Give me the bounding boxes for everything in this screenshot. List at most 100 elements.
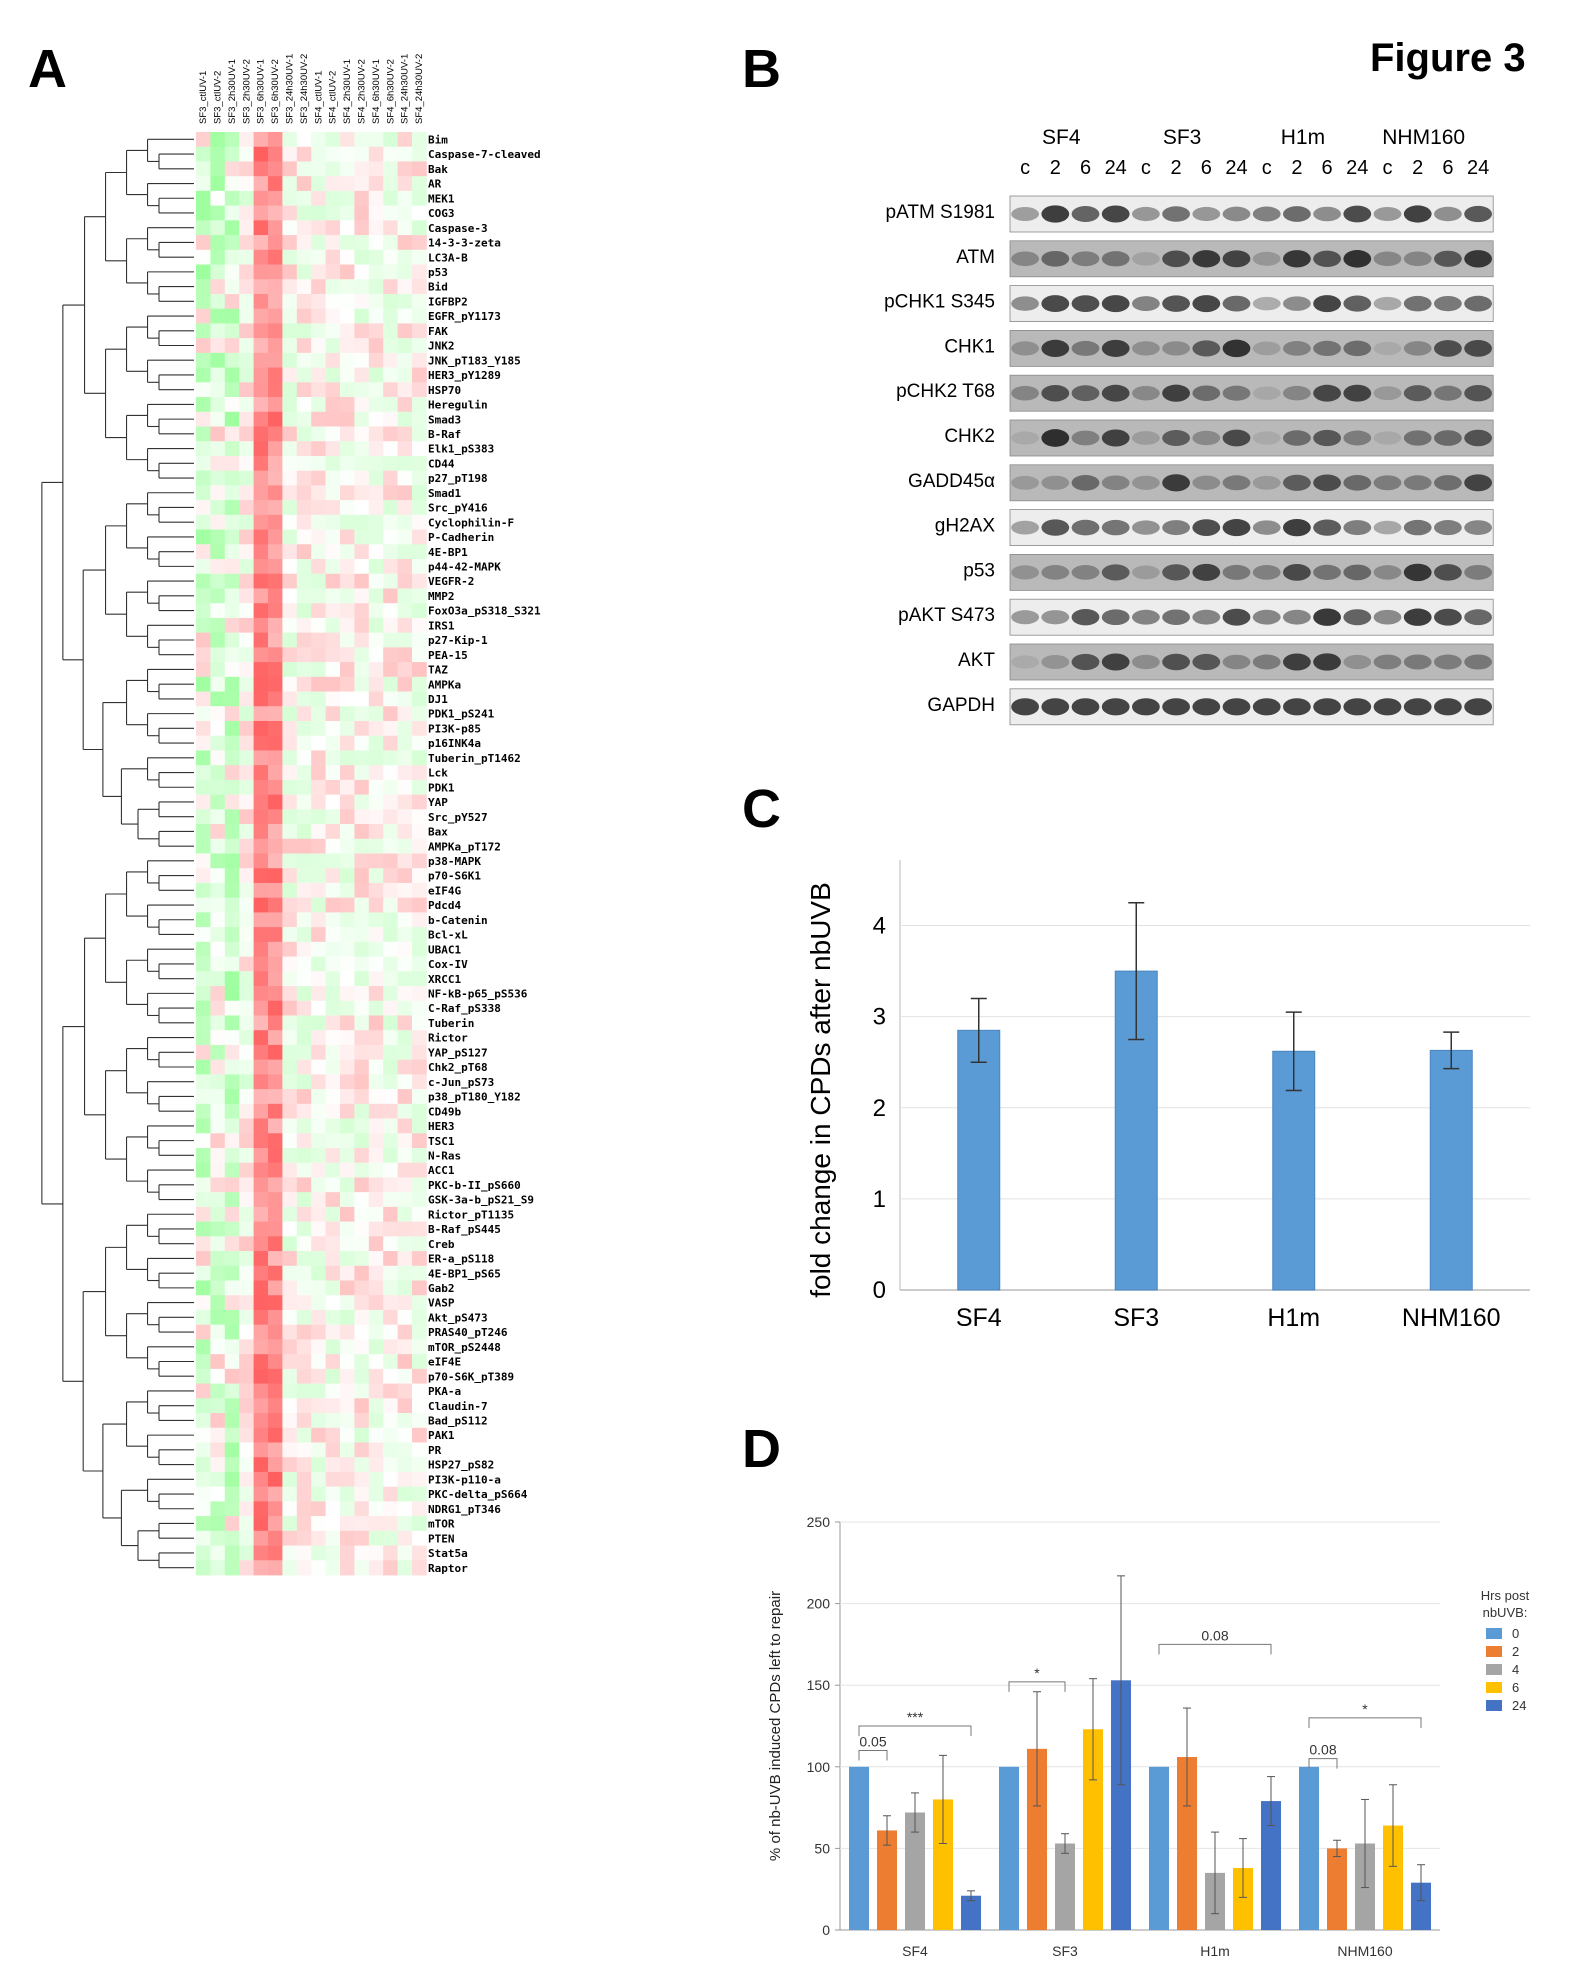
heatmap-cell — [412, 882, 427, 899]
heatmap-cell — [397, 779, 413, 796]
heatmap-cell — [210, 1074, 226, 1090]
heatmap-cell — [268, 1383, 283, 1399]
heatmap-cell — [325, 941, 341, 957]
heatmap-cell — [268, 838, 283, 854]
heatmap-cell — [253, 1280, 269, 1296]
heatmap-column-label: SF4_24h30UV-2 — [414, 54, 425, 124]
heatmap-cell — [383, 1059, 398, 1075]
heatmap-cell — [239, 720, 254, 737]
heatmap-cell — [224, 559, 240, 575]
heatmap-cell — [340, 1501, 355, 1517]
heatmap-cell — [253, 676, 269, 692]
heatmap-cell — [383, 397, 398, 413]
heatmap-cell — [325, 220, 341, 236]
blot-band — [1011, 655, 1039, 669]
blot-band — [1403, 519, 1432, 536]
heatmap-cell — [412, 1324, 427, 1340]
blot-band — [1011, 385, 1039, 401]
heatmap-cell — [311, 264, 326, 280]
blot-row-label: ATM — [956, 247, 995, 268]
heatmap-cell — [196, 500, 211, 516]
heatmap-cell — [282, 720, 298, 737]
heatmap-row-label: VASP — [428, 1297, 455, 1310]
heatmap-cell — [354, 279, 370, 295]
heatmap-cell — [354, 824, 370, 840]
heatmap-cell — [224, 1147, 240, 1164]
heatmap-cell — [368, 176, 384, 192]
heatmap-cell — [196, 514, 211, 530]
heatmap-cell — [210, 779, 226, 796]
heatmap-cell — [311, 706, 326, 722]
heatmap-cell — [354, 1162, 370, 1178]
heatmap-cell — [296, 382, 312, 398]
heatmap-cell — [210, 1516, 226, 1532]
heatmap-row-label: Akt_pS473 — [428, 1311, 488, 1324]
heatmap-cell — [282, 367, 298, 383]
bar — [961, 1895, 981, 1930]
heatmap-cell — [412, 1059, 427, 1075]
heatmap-cell — [412, 1368, 427, 1384]
heatmap-cell — [397, 1398, 413, 1414]
blot-band — [1101, 653, 1130, 671]
blot-band — [1041, 519, 1070, 536]
heatmap-cell — [296, 235, 312, 251]
heatmap-cell — [210, 1560, 226, 1576]
heatmap-row-label: Tuberin_pT1462 — [428, 752, 521, 765]
heatmap-cell — [354, 1457, 370, 1473]
heatmap-row-label: Rictor_pT1135 — [428, 1208, 514, 1221]
heatmap-cell — [383, 720, 398, 737]
heatmap-cell — [210, 176, 226, 192]
heatmap-cell — [296, 397, 312, 413]
heatmap-cell — [340, 868, 355, 884]
heatmap-cell — [239, 809, 254, 825]
heatmap-cell — [210, 411, 226, 427]
blot-band — [1403, 251, 1432, 267]
heatmap-cell — [196, 161, 211, 177]
heatmap-cell — [210, 676, 226, 692]
heatmap-cell — [412, 1074, 427, 1090]
heatmap-cell — [383, 426, 398, 442]
heatmap-column-label: SF3_24h30UV-1 — [284, 54, 295, 124]
heatmap-cell — [311, 647, 326, 663]
heatmap-cell — [210, 588, 226, 604]
heatmap-cell — [383, 853, 398, 869]
heatmap-cell — [239, 1457, 254, 1473]
heatmap-cell — [268, 868, 283, 884]
heatmap-cell — [253, 691, 269, 707]
blot-band — [1071, 475, 1100, 491]
heatmap-cell — [210, 1324, 226, 1340]
heatmap-cell — [354, 720, 370, 737]
heatmap-cell — [239, 1339, 254, 1355]
heatmap-cell — [354, 382, 370, 398]
heatmap-cell — [253, 544, 269, 560]
heatmap-cell — [224, 853, 240, 869]
heatmap-cell — [340, 500, 355, 516]
blot-band — [1011, 520, 1039, 535]
heatmap-cell — [311, 1398, 326, 1414]
heatmap-cell — [383, 382, 398, 398]
heatmap-cell — [325, 176, 341, 192]
heatmap-cell — [383, 1471, 398, 1488]
heatmap-cell — [282, 1044, 298, 1061]
heatmap-cell — [268, 293, 283, 310]
blot-band — [1343, 384, 1372, 402]
heatmap-cell — [397, 220, 413, 236]
heatmap-cell — [383, 691, 398, 707]
heatmap-cell — [397, 529, 413, 545]
heatmap-row-label: GSK-3a-b_pS21_S9 — [428, 1194, 534, 1207]
heatmap-cell — [296, 323, 312, 339]
heatmap-cell — [224, 1295, 240, 1311]
heatmap-cell — [253, 338, 269, 354]
heatmap-cell — [412, 691, 427, 707]
heatmap-cell — [210, 1354, 226, 1370]
blot-band — [1252, 520, 1281, 535]
heatmap-cell — [311, 559, 326, 575]
heatmap-row-label: PEA-15 — [428, 649, 468, 662]
heatmap-cell — [383, 1147, 398, 1164]
heatmap-cell — [340, 1206, 355, 1223]
heatmap-cell — [340, 632, 355, 648]
heatmap-cell — [325, 1280, 341, 1296]
blot-band — [1132, 565, 1160, 580]
heatmap-cell — [368, 235, 384, 251]
heatmap-cell — [340, 1265, 355, 1281]
